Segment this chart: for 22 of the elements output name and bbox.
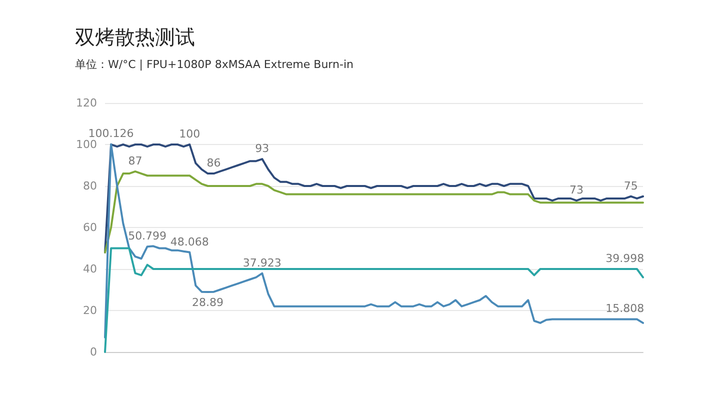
data-label: 15.808 xyxy=(606,302,644,316)
data-label: 93 xyxy=(255,142,270,156)
data-label: 39.998 xyxy=(606,252,644,266)
data-label: 100.126 xyxy=(88,127,134,140)
data-label: 37.923 xyxy=(242,256,282,270)
chart-subtitle: 单位：W/°C | FPU+1080P 8xMSAA Extreme Burn-in xyxy=(75,58,354,71)
data-label: 87 xyxy=(128,154,142,168)
y-tick-label: 0 xyxy=(90,346,97,358)
y-tick-label: 120 xyxy=(76,96,97,110)
y-tick-label: 80 xyxy=(83,180,97,192)
data-label: 86 xyxy=(206,156,221,170)
y-tick-label: 60 xyxy=(83,221,97,234)
y-tick-label: 40 xyxy=(83,262,97,276)
y-tick-label: 100 xyxy=(76,138,97,151)
data-label: 100 xyxy=(179,128,200,140)
data-label: 28.89 xyxy=(192,296,224,310)
data-label: 75 xyxy=(624,179,638,192)
chart-title: 双烤散热测试 xyxy=(75,25,195,49)
y-tick-label: 20 xyxy=(83,304,97,317)
data-label: 48.068 xyxy=(170,235,209,248)
data-label: 73 xyxy=(570,184,584,197)
data-label: 50.799 xyxy=(128,230,167,243)
